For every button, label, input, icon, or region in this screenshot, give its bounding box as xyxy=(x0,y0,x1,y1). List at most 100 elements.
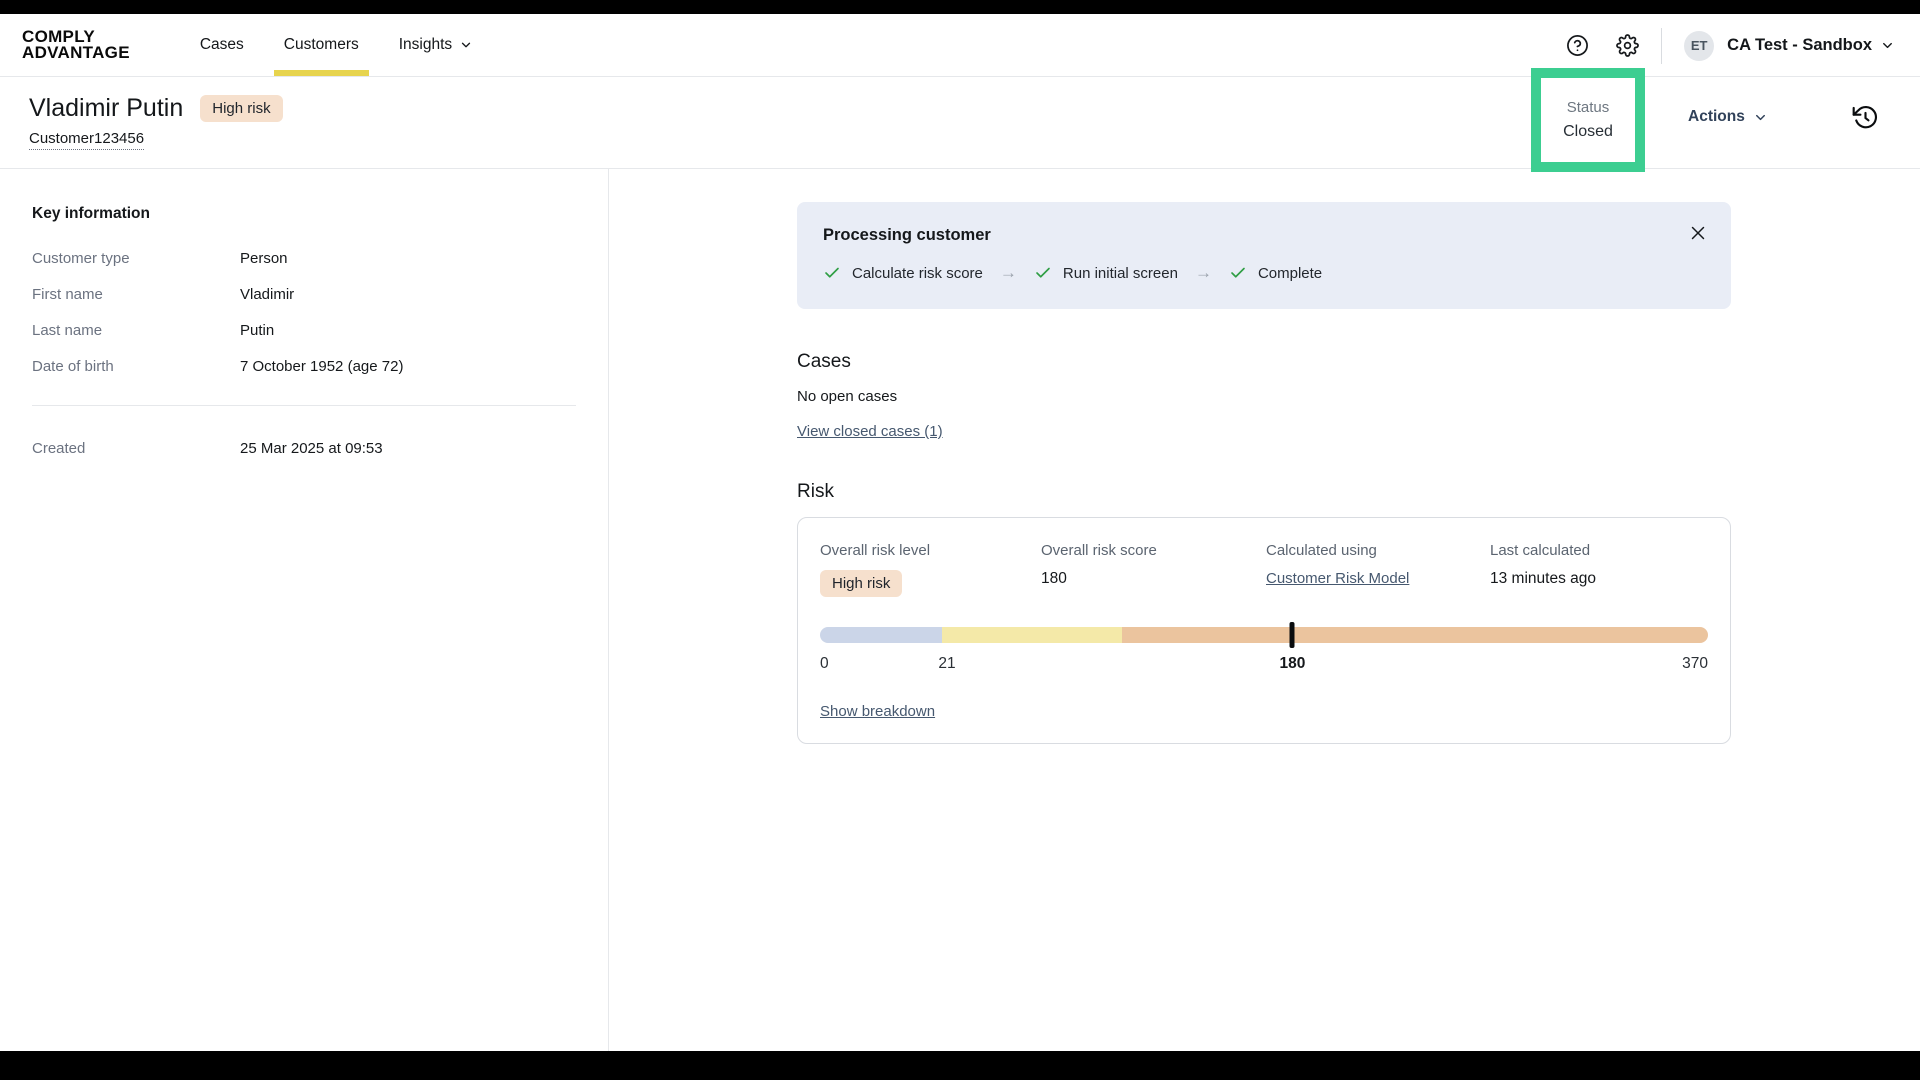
nav-item-cases-label: Cases xyxy=(199,36,244,53)
field-date-of-birth: Date of birth 7 October 1952 (age 72) xyxy=(32,357,576,376)
risk-score-bar xyxy=(820,622,1708,648)
risk-bar-track xyxy=(820,627,1708,643)
risk-scale-tick: 370 xyxy=(1682,655,1708,672)
brand-logo[interactable]: COMPLY ADVANTAGE xyxy=(22,14,130,76)
customer-header: Vladimir Putin High risk Customer123456 … xyxy=(0,68,1920,172)
check-icon xyxy=(1034,264,1052,282)
risk-bar-segment xyxy=(941,627,1122,643)
processing-banner-title: Processing customer xyxy=(823,226,991,244)
key-information-title: Key information xyxy=(32,205,150,222)
field-value: Person xyxy=(240,250,288,267)
risk-bar-segment xyxy=(1121,627,1708,643)
primary-nav: Cases Customers Insights xyxy=(180,14,493,76)
workspace-switcher[interactable]: CA Test - Sandbox xyxy=(1727,36,1895,55)
stat-overall-risk-level: Overall risk level High risk xyxy=(820,542,1041,597)
topnav-right-group: ET CA Test - Sandbox xyxy=(1566,14,1895,77)
show-breakdown-link[interactable]: Show breakdown xyxy=(820,703,936,720)
panel-divider xyxy=(32,405,576,406)
chevron-down-icon xyxy=(1880,38,1895,53)
user-avatar[interactable]: ET xyxy=(1684,30,1715,61)
risk-level-badge: High risk xyxy=(820,570,903,597)
risk-score-marker xyxy=(1289,622,1295,648)
field-label: Customer type xyxy=(32,250,130,267)
step-label: Run initial screen xyxy=(1062,264,1178,282)
customer-risk-model-link[interactable]: Customer Risk Model xyxy=(1266,570,1410,587)
step-label: Calculate risk score xyxy=(852,264,983,282)
step-complete: Complete xyxy=(1229,264,1322,282)
close-icon[interactable] xyxy=(1687,222,1709,244)
risk-level-badge: High risk xyxy=(200,95,283,122)
nav-item-customers-label: Customers xyxy=(283,36,359,53)
field-label: Created xyxy=(32,440,86,457)
field-first-name: First name Vladimir xyxy=(32,285,576,304)
risk-scale-tick: 21 xyxy=(938,655,956,672)
annotation-highlight-status: Status Closed xyxy=(1531,68,1645,172)
risk-stats-row: Overall risk level High risk Overall ris… xyxy=(820,542,1708,597)
nav-item-insights[interactable]: Insights xyxy=(379,14,493,76)
topnav-divider xyxy=(1661,27,1663,64)
stat-label: Overall risk level xyxy=(820,542,931,559)
risk-bar-segment xyxy=(820,627,942,643)
actions-button-label: Actions xyxy=(1688,108,1745,125)
stat-label: Overall risk score xyxy=(1041,542,1157,559)
cases-section-title: Cases xyxy=(797,351,851,372)
system-top-bar xyxy=(0,0,1920,14)
step-calculate-risk-score: Calculate risk score xyxy=(823,264,983,282)
stat-last-calculated: Last calculated 13 minutes ago xyxy=(1490,542,1708,597)
stat-value: 180 xyxy=(1041,570,1067,587)
field-value: Putin xyxy=(240,322,275,339)
system-bottom-bar xyxy=(0,1051,1920,1080)
customer-id[interactable]: Customer123456 xyxy=(29,130,145,150)
stat-label: Last calculated xyxy=(1490,542,1591,559)
risk-section-title: Risk xyxy=(797,481,834,502)
risk-scale-tick: 0 xyxy=(820,655,829,672)
field-value: 25 Mar 2025 at 09:53 xyxy=(240,440,383,457)
stat-calculated-using: Calculated using Customer Risk Model xyxy=(1266,542,1490,597)
history-icon[interactable] xyxy=(1852,104,1879,131)
help-icon[interactable] xyxy=(1566,34,1589,57)
actions-button[interactable]: Actions xyxy=(1688,108,1768,126)
processing-banner: Processing customer Calculate risk score… xyxy=(797,202,1731,309)
field-value: 7 October 1952 (age 72) xyxy=(240,358,404,375)
risk-scale-labels: 0 21 180 370 xyxy=(820,655,1708,675)
stat-overall-risk-score: Overall risk score 180 xyxy=(1041,542,1266,597)
nav-item-insights-label: Insights xyxy=(398,36,453,53)
main-area: Processing customer Calculate risk score… xyxy=(609,169,1920,1051)
check-icon xyxy=(1229,264,1247,282)
nav-item-customers[interactable]: Customers xyxy=(264,14,379,76)
stat-value: 13 minutes ago xyxy=(1490,570,1596,587)
field-label: Last name xyxy=(32,322,103,339)
stat-label: Calculated using xyxy=(1266,542,1377,559)
brand-logo-line1: COMPLY xyxy=(22,27,95,46)
field-last-name: Last name Putin xyxy=(32,321,576,340)
content-area: Key information Customer type Person Fir… xyxy=(0,169,1920,1051)
chevron-down-icon xyxy=(1753,110,1768,125)
field-value: Vladimir xyxy=(240,286,295,303)
field-created: Created 25 Mar 2025 at 09:53 xyxy=(32,439,576,458)
field-label: Date of birth xyxy=(32,358,114,375)
status-value: Closed xyxy=(1563,123,1613,140)
risk-card: Overall risk level High risk Overall ris… xyxy=(797,517,1731,744)
check-icon xyxy=(823,264,841,282)
brand-logo-line2: ADVANTAGE xyxy=(22,43,130,62)
key-information-panel: Key information Customer type Person Fir… xyxy=(0,169,609,1051)
customer-name: Vladimir Putin xyxy=(29,94,184,122)
chevron-down-icon xyxy=(459,38,473,52)
step-arrow-icon: → xyxy=(999,263,1017,282)
step-label: Complete xyxy=(1257,264,1323,282)
customer-identity: Vladimir Putin High risk Customer123456 xyxy=(29,94,283,150)
processing-steps: Calculate risk score → Run initial scree… xyxy=(823,263,1705,283)
field-customer-type: Customer type Person xyxy=(32,249,576,268)
risk-scale-tick: 180 xyxy=(1279,655,1306,672)
nav-item-cases[interactable]: Cases xyxy=(180,14,264,76)
step-run-initial-screen: Run initial screen xyxy=(1034,264,1178,282)
cases-empty-text: No open cases xyxy=(797,388,898,405)
status-label: Status xyxy=(1566,99,1610,116)
workspace-name: CA Test - Sandbox xyxy=(1727,36,1872,54)
step-arrow-icon: → xyxy=(1194,263,1212,282)
top-navigation: COMPLY ADVANTAGE Cases Customers Insight… xyxy=(0,14,1920,77)
view-closed-cases-link[interactable]: View closed cases (1) xyxy=(797,423,943,440)
settings-gear-icon[interactable] xyxy=(1616,34,1640,57)
field-label: First name xyxy=(32,286,103,303)
